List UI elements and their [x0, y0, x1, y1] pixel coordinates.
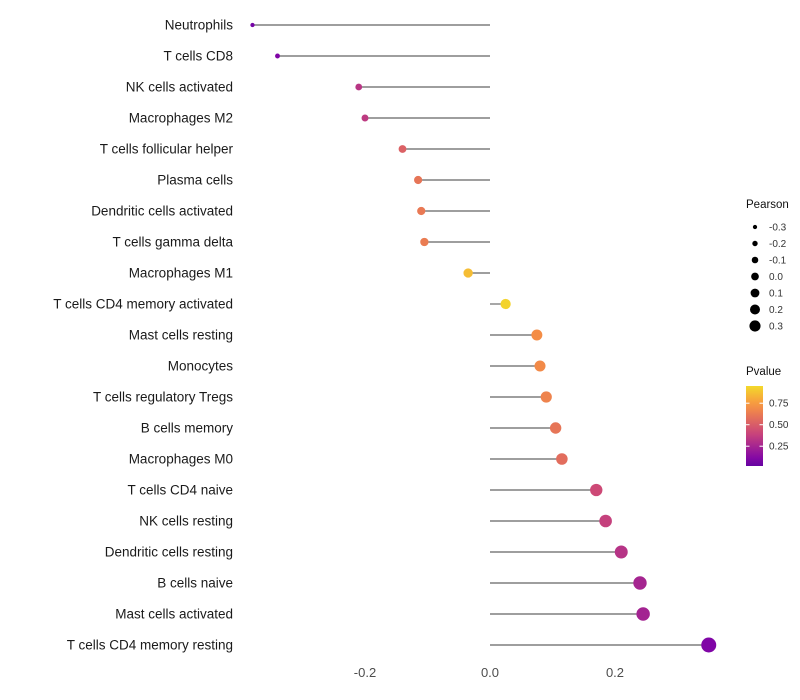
category-label: T cells CD8 — [163, 49, 233, 64]
category-label: T cells CD4 memory activated — [53, 297, 233, 312]
category-label: Macrophages M1 — [129, 266, 233, 281]
category-label: B cells naive — [157, 576, 233, 591]
category-label: T cells follicular helper — [100, 142, 234, 157]
data-point — [701, 637, 717, 653]
x-tick-label: -0.2 — [354, 665, 376, 680]
data-point — [633, 576, 647, 590]
data-point — [549, 422, 562, 434]
legend-size-label: 0.1 — [769, 289, 783, 300]
category-label: T cells regulatory Tregs — [93, 390, 233, 405]
legend-size-dot — [751, 256, 759, 264]
legend-size-dot — [752, 240, 758, 247]
pearson-legend-title: Pearson — [746, 199, 789, 211]
x-tick-label: 0.2 — [606, 665, 624, 680]
category-label: T cells CD4 naive — [127, 483, 233, 498]
category-label: Macrophages M0 — [129, 452, 233, 467]
data-point — [540, 391, 552, 403]
legend-size-label: 0.2 — [769, 305, 783, 316]
category-label: Mast cells activated — [115, 607, 233, 622]
category-label: Macrophages M2 — [129, 111, 233, 126]
legend-size-label: 0.3 — [769, 322, 783, 333]
data-point — [275, 53, 280, 59]
category-label: NK cells resting — [139, 514, 233, 529]
category-label: Monocytes — [168, 359, 234, 374]
data-point — [414, 175, 423, 185]
pvalue-gradient — [746, 386, 763, 466]
data-point — [636, 607, 650, 621]
data-point — [398, 145, 407, 153]
data-point — [361, 114, 369, 122]
legend-size-label: -0.2 — [769, 239, 787, 250]
legend-size-dot — [750, 304, 760, 315]
legend-size-label: -0.1 — [769, 256, 787, 267]
data-point — [534, 360, 546, 372]
legend-size-dot — [750, 288, 760, 298]
pvalue-tick-label: 0.50 — [769, 420, 789, 431]
pvalue-tick-label: 0.75 — [769, 399, 789, 410]
category-label: Dendritic cells resting — [105, 545, 233, 560]
legend-size-label: -0.3 — [769, 223, 787, 234]
category-label: T cells CD4 memory resting — [67, 638, 233, 653]
category-label: B cells memory — [141, 421, 234, 436]
legend-size-dot — [751, 272, 759, 281]
data-point — [614, 545, 628, 559]
data-point — [556, 453, 568, 465]
legend-size-dot — [752, 224, 758, 230]
data-point — [463, 268, 473, 278]
category-label: Neutrophils — [165, 18, 234, 33]
pvalue-legend-title: Pvalue — [746, 366, 781, 378]
category-label: T cells gamma delta — [112, 235, 233, 250]
legend-size-label: 0.0 — [769, 272, 783, 283]
data-point — [500, 298, 511, 310]
data-point — [417, 206, 426, 216]
data-point — [250, 22, 255, 28]
category-label: Plasma cells — [157, 173, 233, 188]
category-label: Dendritic cells activated — [91, 204, 233, 219]
data-point — [599, 514, 612, 528]
data-point — [420, 237, 429, 247]
category-label: Mast cells resting — [129, 328, 233, 343]
data-point — [590, 483, 603, 497]
data-point — [355, 83, 363, 91]
legend-size-dot — [749, 320, 761, 332]
x-tick-label: 0.0 — [481, 665, 499, 680]
pvalue-tick-label: 0.25 — [769, 442, 789, 453]
data-point — [531, 329, 543, 341]
category-label: NK cells activated — [126, 80, 233, 95]
